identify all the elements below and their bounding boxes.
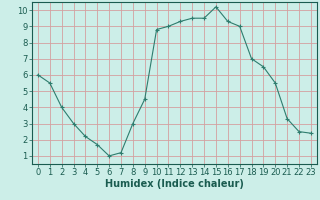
X-axis label: Humidex (Indice chaleur): Humidex (Indice chaleur) [105,179,244,189]
